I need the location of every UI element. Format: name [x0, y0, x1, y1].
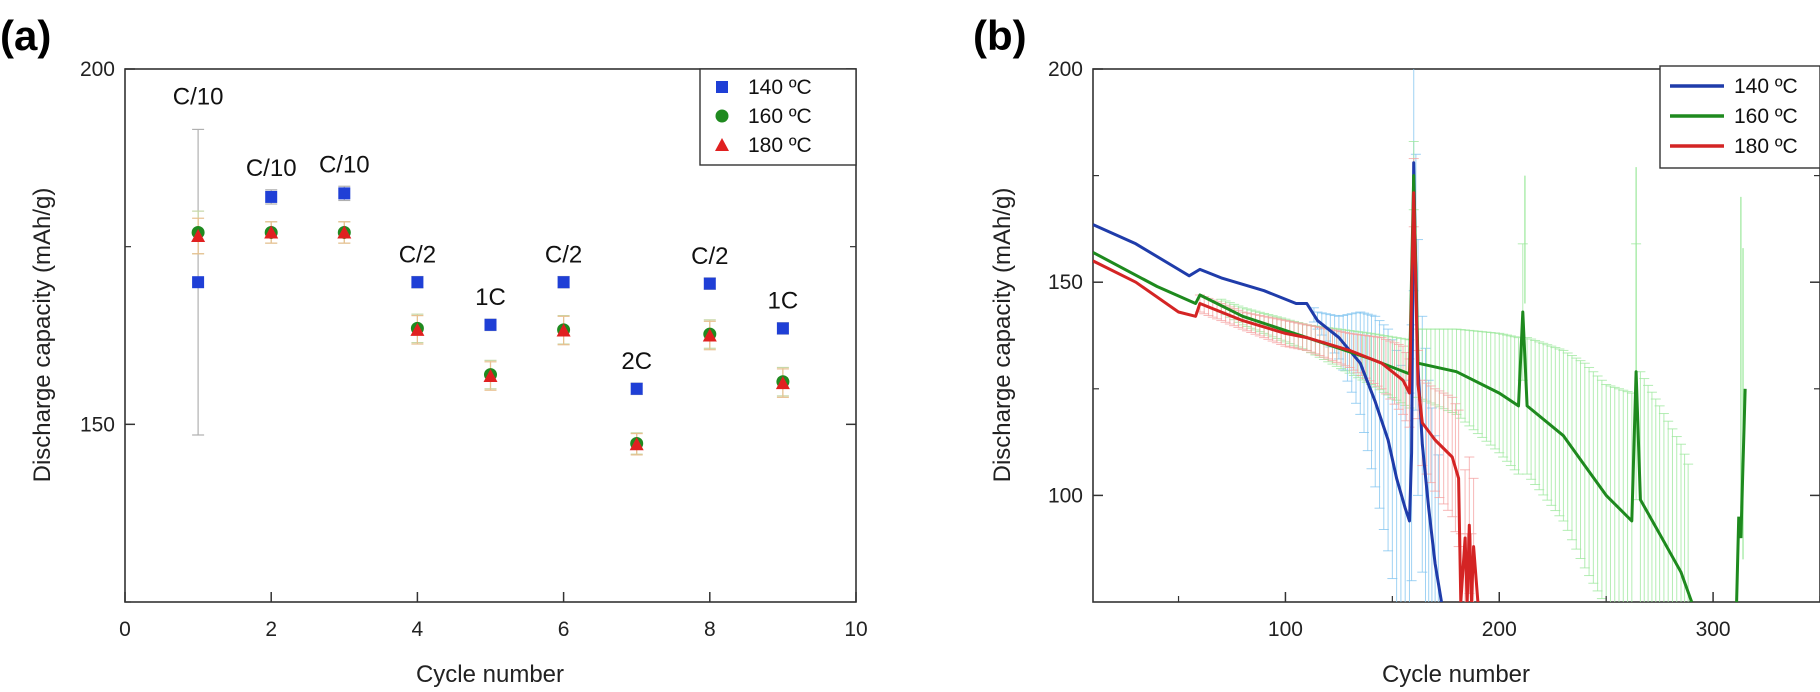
rate-label: C/10 — [246, 155, 297, 182]
data-point-180 — [629, 437, 644, 451]
rate-label: C/2 — [545, 242, 582, 269]
legend-label-a: 160 ºC — [748, 105, 812, 128]
y-axis-title-a: Discharge capacity (mAh/g) — [29, 188, 56, 483]
legend-label-b: 180 ºC — [1734, 135, 1798, 158]
rate-label: 1C — [475, 284, 506, 311]
data-point-180 — [483, 369, 498, 383]
x-tick-label-a: 6 — [558, 618, 570, 641]
legend-label-a: 180 ºC — [748, 134, 812, 157]
x-axis-title-b: Cycle number — [1382, 661, 1530, 688]
rate-label: 2C — [621, 348, 652, 375]
y-axis-title-b: Discharge capacity (mAh/g) — [989, 188, 1016, 483]
y-tick-label-b: 100 — [1048, 484, 1083, 507]
y-tick-label-b: 150 — [1048, 271, 1083, 294]
legend-marker-160 — [715, 109, 729, 123]
plot-b-inner — [1093, 69, 1747, 602]
data-point-140 — [484, 318, 497, 331]
x-tick-label-b: 200 — [1482, 618, 1517, 641]
plot-frame-b — [1092, 68, 1820, 603]
x-tick-label-b: 100 — [1268, 618, 1303, 641]
x-tick-label-a: 4 — [412, 618, 424, 641]
data-point-180 — [410, 322, 425, 336]
plot-a-marks: 0 2 4 6 8 10 150 200 C/10 C/10 C/10 C/2 1C C/2 2C C/2 1C… — [80, 58, 868, 641]
data-point-180 — [556, 323, 571, 337]
data-point-140 — [776, 322, 789, 335]
x-tick-label-a: 0 — [119, 618, 131, 641]
legend-marker-140 — [716, 81, 728, 93]
series-line-180 — [1093, 191, 1480, 602]
data-point-140 — [265, 190, 278, 203]
y-tick-label-b: 200 — [1048, 58, 1083, 81]
panel-label-b: (b) — [973, 12, 1027, 59]
data-point-180 — [264, 225, 279, 239]
rate-label: 1C — [768, 288, 799, 315]
data-point-180 — [775, 376, 790, 390]
y-tick-label-a: 150 — [80, 413, 115, 436]
data-point-140 — [630, 382, 643, 395]
legend-label-a: 140 ºC — [748, 76, 812, 99]
data-point-180 — [337, 225, 352, 239]
series-line-140 — [1093, 161, 1443, 602]
panel-label-a: (a) — [0, 12, 51, 59]
data-point-140 — [411, 276, 424, 289]
data-point-140 — [338, 187, 351, 200]
data-point-180 — [702, 328, 717, 342]
legend-label-b: 140 ºC — [1734, 75, 1798, 98]
y-tick-label-a: 200 — [80, 58, 115, 81]
x-axis-title-a: Cycle number — [416, 661, 564, 688]
data-point-140 — [703, 277, 716, 290]
plot-b-marks: 100 200 300 100 150 200 140 ºC 160 ºC 180 ºC — [1048, 58, 1820, 641]
x-tick-label-a: 10 — [844, 618, 867, 641]
legend-marker-180 — [715, 138, 729, 151]
x-tick-label-a: 2 — [265, 618, 277, 641]
legend-label-b: 160 ºC — [1734, 105, 1798, 128]
series-line-160-tail — [1735, 388, 1747, 602]
plot-frame-a — [124, 68, 857, 603]
data-point-140 — [557, 276, 570, 289]
series-line-160 — [1093, 174, 1694, 602]
rate-label: C/2 — [399, 242, 436, 269]
data-point-180 — [191, 229, 206, 243]
rate-label: C/10 — [319, 151, 370, 178]
data-point-140 — [192, 276, 205, 289]
rate-label: C/2 — [691, 243, 728, 270]
x-tick-label-a: 8 — [704, 618, 716, 641]
rate-label: C/10 — [173, 84, 224, 111]
x-tick-label-b: 300 — [1696, 618, 1731, 641]
